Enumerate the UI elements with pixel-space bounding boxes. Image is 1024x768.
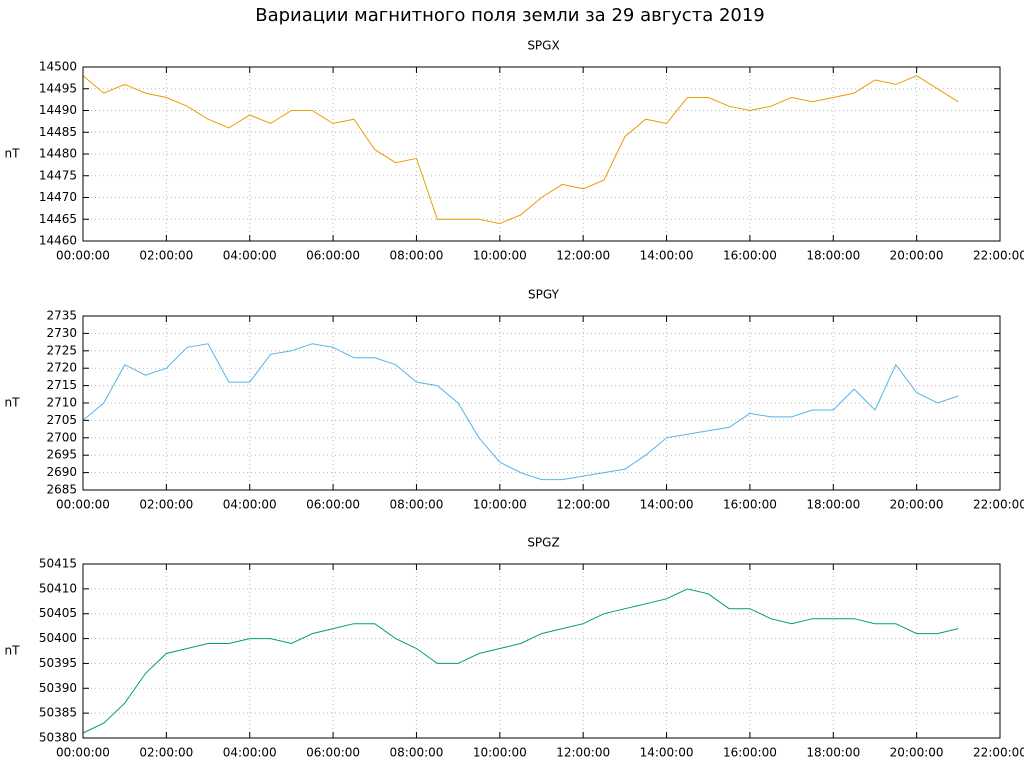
y-tick-label: 14465 <box>39 212 77 226</box>
x-tick-label: 12:00:00 <box>556 498 610 512</box>
y-tick-label: 2705 <box>46 413 77 427</box>
y-tick-label: 2730 <box>46 326 77 340</box>
y-tick-label: 50390 <box>39 681 77 695</box>
data-line <box>82 588 959 734</box>
y-tick-label: 50405 <box>39 606 77 620</box>
figure-title: Вариации магнитного поля земли за 29 авг… <box>255 5 765 26</box>
y-axis-label: nT <box>5 644 21 658</box>
plot-frame <box>82 563 1001 739</box>
x-tick-label: 16:00:00 <box>723 746 777 760</box>
x-tick-label: 08:00:00 <box>390 746 444 760</box>
panel-title: SPGX <box>527 39 559 53</box>
x-tick-label: 02:00:00 <box>139 746 193 760</box>
x-tick-label: 14:00:00 <box>640 249 694 263</box>
x-tick-label: 00:00:00 <box>56 249 110 263</box>
x-tick-label: 06:00:00 <box>306 249 360 263</box>
x-tick-label: 02:00:00 <box>139 249 193 263</box>
x-tick-label: 00:00:00 <box>56 746 110 760</box>
panel-title: SPGY <box>528 288 560 302</box>
y-tick-label: 2725 <box>46 343 77 357</box>
y-tick-label: 50400 <box>39 631 77 645</box>
x-tick-label: 16:00:00 <box>723 249 777 263</box>
y-tick-label: 14475 <box>39 168 77 182</box>
y-tick-label: 2690 <box>46 465 77 479</box>
data-line <box>82 75 959 225</box>
y-axis-label: nT <box>5 147 21 161</box>
y-tick-label: 14500 <box>39 60 77 74</box>
plot-frame <box>82 315 1001 491</box>
x-tick-label: 22:00:00 <box>973 249 1024 263</box>
x-tick-label: 06:00:00 <box>306 746 360 760</box>
panel-title: SPGZ <box>527 536 559 550</box>
y-tick-label: 50395 <box>39 656 77 670</box>
y-tick-label: 2735 <box>46 309 77 323</box>
y-tick-label: 2685 <box>46 483 77 497</box>
x-tick-label: 22:00:00 <box>973 498 1024 512</box>
y-tick-label: 14495 <box>39 81 77 95</box>
y-tick-label: 2715 <box>46 378 77 392</box>
y-tick-label: 14485 <box>39 125 77 139</box>
y-tick-label: 2720 <box>46 361 77 375</box>
x-tick-label: 20:00:00 <box>890 498 944 512</box>
y-tick-label: 14470 <box>39 190 77 204</box>
x-tick-label: 06:00:00 <box>306 498 360 512</box>
x-tick-label: 10:00:00 <box>473 746 527 760</box>
x-tick-label: 00:00:00 <box>56 498 110 512</box>
x-tick-label: 04:00:00 <box>223 249 277 263</box>
x-tick-label: 14:00:00 <box>640 746 694 760</box>
plot-frame <box>82 66 1001 242</box>
y-tick-label: 14490 <box>39 103 77 117</box>
x-tick-label: 16:00:00 <box>723 498 777 512</box>
data-line <box>82 343 959 481</box>
x-tick-label: 20:00:00 <box>890 746 944 760</box>
y-tick-label: 14460 <box>39 234 77 248</box>
x-tick-label: 20:00:00 <box>890 249 944 263</box>
x-tick-label: 18:00:00 <box>806 498 860 512</box>
y-tick-label: 14480 <box>39 147 77 161</box>
x-tick-label: 12:00:00 <box>556 249 610 263</box>
y-tick-label: 2700 <box>46 430 77 444</box>
y-tick-label: 50380 <box>39 731 77 745</box>
x-tick-label: 18:00:00 <box>806 249 860 263</box>
y-axis-label: nT <box>5 396 21 410</box>
x-tick-label: 08:00:00 <box>390 249 444 263</box>
x-tick-label: 22:00:00 <box>973 746 1024 760</box>
y-tick-label: 2695 <box>46 448 77 462</box>
x-tick-label: 04:00:00 <box>223 746 277 760</box>
x-tick-label: 08:00:00 <box>390 498 444 512</box>
x-tick-label: 18:00:00 <box>806 746 860 760</box>
x-tick-label: 14:00:00 <box>640 498 694 512</box>
x-tick-label: 10:00:00 <box>473 249 527 263</box>
y-tick-label: 2710 <box>46 396 77 410</box>
x-tick-label: 12:00:00 <box>556 746 610 760</box>
y-tick-label: 50385 <box>39 706 77 720</box>
y-tick-label: 50410 <box>39 581 77 595</box>
x-tick-label: 10:00:00 <box>473 498 527 512</box>
x-tick-label: 04:00:00 <box>223 498 277 512</box>
y-tick-label: 50415 <box>39 557 77 571</box>
x-tick-label: 02:00:00 <box>139 498 193 512</box>
